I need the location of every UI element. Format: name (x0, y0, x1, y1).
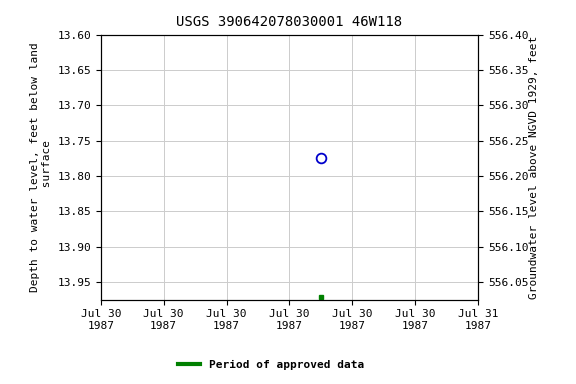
Legend: Period of approved data: Period of approved data (173, 356, 368, 375)
Title: USGS 390642078030001 46W118: USGS 390642078030001 46W118 (176, 15, 403, 29)
Y-axis label: Depth to water level, feet below land
 surface: Depth to water level, feet below land su… (30, 42, 52, 292)
Y-axis label: Groundwater level above NGVD 1929, feet: Groundwater level above NGVD 1929, feet (529, 35, 539, 299)
